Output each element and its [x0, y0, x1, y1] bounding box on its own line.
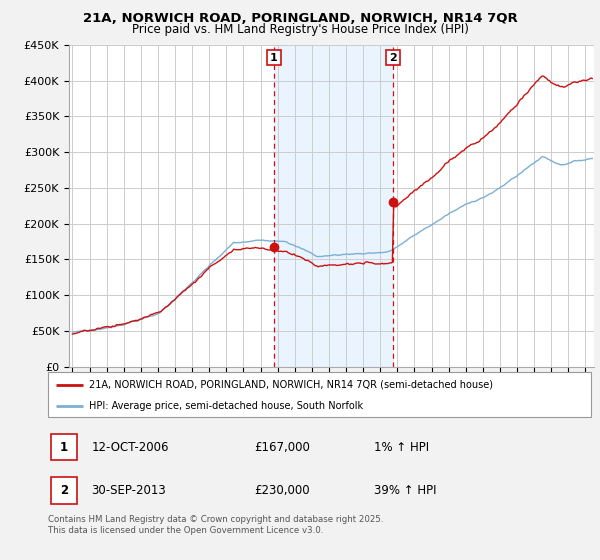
Text: 12-OCT-2006: 12-OCT-2006 [91, 441, 169, 454]
Text: 2: 2 [59, 484, 68, 497]
Text: 30-SEP-2013: 30-SEP-2013 [91, 484, 166, 497]
Bar [274, 45, 393, 367]
Text: 1: 1 [59, 441, 68, 454]
FancyBboxPatch shape [51, 478, 77, 503]
Text: 21A, NORWICH ROAD, PORINGLAND, NORWICH, NR14 7QR: 21A, NORWICH ROAD, PORINGLAND, NORWICH, … [83, 12, 517, 25]
Text: £167,000: £167,000 [254, 441, 310, 454]
Text: Contains HM Land Registry data © Crown copyright and database right 2025.
This d: Contains HM Land Registry data © Crown c… [48, 515, 383, 535]
Text: 1% ↑ HPI: 1% ↑ HPI [374, 441, 429, 454]
FancyBboxPatch shape [51, 434, 77, 460]
Text: 2: 2 [389, 53, 397, 63]
Text: 39% ↑ HPI: 39% ↑ HPI [374, 484, 436, 497]
Text: Price paid vs. HM Land Registry's House Price Index (HPI): Price paid vs. HM Land Registry's House … [131, 23, 469, 36]
Text: HPI: Average price, semi-detached house, South Norfolk: HPI: Average price, semi-detached house,… [89, 400, 363, 410]
Text: 21A, NORWICH ROAD, PORINGLAND, NORWICH, NR14 7QR (semi-detached house): 21A, NORWICH ROAD, PORINGLAND, NORWICH, … [89, 380, 493, 390]
Text: 1: 1 [270, 53, 278, 63]
FancyBboxPatch shape [48, 372, 591, 417]
Text: £230,000: £230,000 [254, 484, 310, 497]
